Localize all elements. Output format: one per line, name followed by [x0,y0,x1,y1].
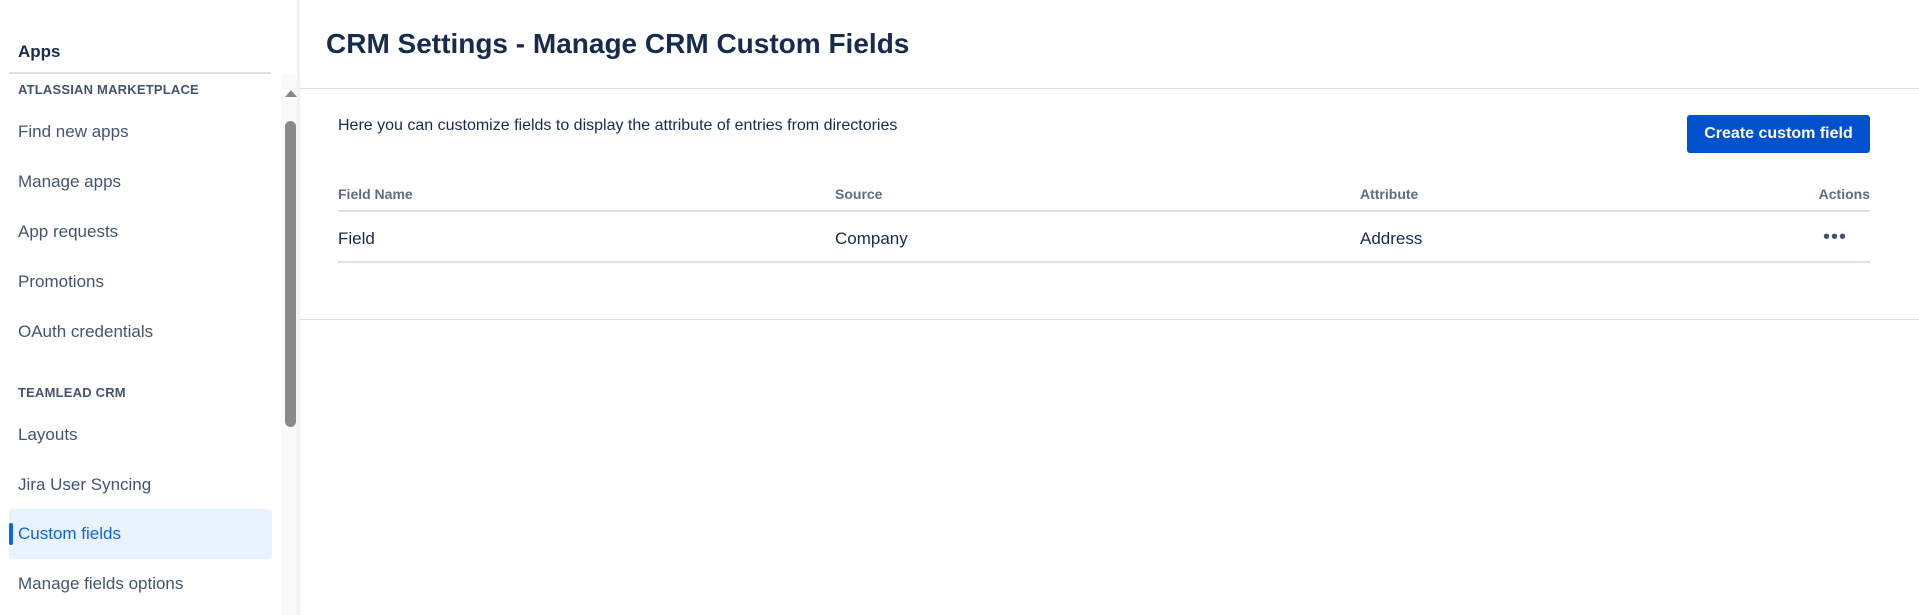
table-row-divider [338,261,1870,263]
column-header-attribute: Attribute [1360,186,1419,202]
sidebar: Apps ATLASSIAN MARKETPLACE Find new apps… [0,0,300,615]
more-horizontal-icon[interactable]: ••• [1823,226,1848,248]
sidebar-item-custom-fields[interactable]: Custom fields [9,509,272,559]
page-title: CRM Settings - Manage CRM Custom Fields [326,28,910,59]
page-description: Here you can customize fields to display… [338,117,898,134]
create-custom-field-button[interactable]: Create custom field [1687,115,1870,153]
sidebar-item-app-requests[interactable]: App requests [18,222,119,241]
divider [9,72,271,74]
sidebar-item-manage-fields-options[interactable]: Manage fields options [18,574,184,593]
section-heading-teamlead-crm: TEAMLEAD CRM [18,385,126,400]
scroll-up-arrow-icon[interactable] [285,90,297,97]
sidebar-title: Apps [18,42,61,61]
cell-attribute: Address [1360,229,1423,248]
scrollbar-thumb[interactable] [285,121,296,427]
column-header-actions: Actions [1818,186,1870,202]
main-content: CRM Settings - Manage CRM Custom Fields … [300,0,1919,615]
sidebar-item-promotions[interactable]: Promotions [18,272,104,291]
sidebar-item-manage-apps[interactable]: Manage apps [18,172,122,191]
sidebar-item-oauth-credentials[interactable]: OAuth credentials [18,322,154,341]
column-header-source: Source [835,186,883,202]
content-divider [300,319,1919,320]
column-header-field-name: Field Name [338,186,413,202]
table-header-divider [338,210,1870,212]
section-heading-marketplace: ATLASSIAN MARKETPLACE [18,82,199,97]
cell-field-name: Field [338,229,375,248]
sidebar-item-jira-user-syncing[interactable]: Jira User Syncing [18,475,152,494]
sidebar-item-find-new-apps[interactable]: Find new apps [18,122,129,141]
sidebar-item-layouts[interactable]: Layouts [18,425,78,444]
cell-source: Company [835,229,908,248]
header-divider [300,88,1919,89]
